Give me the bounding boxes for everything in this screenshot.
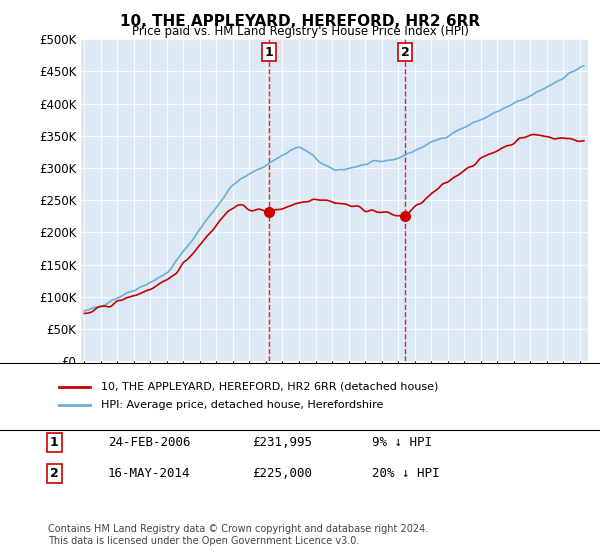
Text: £231,995: £231,995 [252,436,312,449]
Text: 10, THE APPLEYARD, HEREFORD, HR2 6RR (detached house): 10, THE APPLEYARD, HEREFORD, HR2 6RR (de… [101,382,438,392]
Text: 10, THE APPLEYARD, HEREFORD, HR2 6RR: 10, THE APPLEYARD, HEREFORD, HR2 6RR [120,14,480,29]
Text: 1: 1 [50,436,58,449]
Text: Price paid vs. HM Land Registry's House Price Index (HPI): Price paid vs. HM Land Registry's House … [131,25,469,38]
Text: 2: 2 [401,46,409,59]
Text: 1: 1 [265,46,273,59]
Text: 20% ↓ HPI: 20% ↓ HPI [372,466,439,480]
Text: £225,000: £225,000 [252,466,312,480]
Text: 2: 2 [50,466,58,480]
Text: HPI: Average price, detached house, Herefordshire: HPI: Average price, detached house, Here… [101,400,383,410]
FancyBboxPatch shape [0,363,600,430]
Text: 24-FEB-2006: 24-FEB-2006 [108,436,191,449]
Text: Contains HM Land Registry data © Crown copyright and database right 2024.
This d: Contains HM Land Registry data © Crown c… [48,524,428,546]
Text: 9% ↓ HPI: 9% ↓ HPI [372,436,432,449]
Text: 16-MAY-2014: 16-MAY-2014 [108,466,191,480]
